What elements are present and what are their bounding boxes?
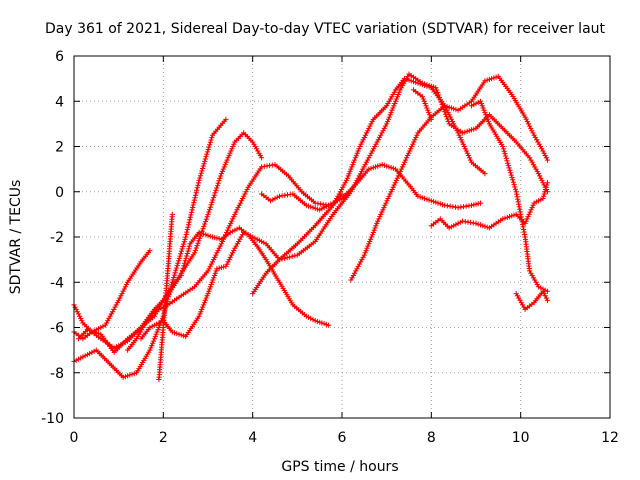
x-tick-labels: 0 2 4 6 8 10 12 [70,430,619,446]
plot-frame [73,55,611,419]
series-line [471,100,548,293]
series-markers [348,73,551,283]
series-track-8 [250,71,551,297]
y-tick-label: 2 [55,140,64,156]
series-track-6 [156,211,175,383]
series-markers [75,130,265,355]
series-markers [71,225,332,351]
series-track-13 [428,180,551,231]
series-track-9 [348,73,551,283]
x-tick-label: 0 [70,430,79,446]
series-track-1 [71,248,153,335]
y-tick-label: -6 [50,321,64,337]
x-axis-label: GPS time / hours [281,459,398,475]
series-markers [468,98,551,294]
series-markers [410,87,434,122]
x-tick-label: 12 [601,430,619,446]
series-line [73,250,151,333]
y-tick-label: 4 [55,94,64,110]
chart-title: Day 361 of 2021, Sidereal Day-to-day VTE… [45,21,606,37]
y-tick-label: -4 [50,275,64,291]
series-layer [71,71,551,383]
x-tick-label: 8 [427,430,436,446]
ticks [73,55,611,419]
series-track-10 [468,98,551,294]
y-tick-labels: -10 -8 -6 -4 -2 0 2 4 6 [41,49,64,427]
series-markers [428,180,551,231]
y-tick-label: -10 [41,411,64,427]
x-tick-label: 4 [248,430,257,446]
series-track-4 [75,130,265,355]
y-tick-label: 0 [55,185,64,201]
y-axis-label: SDTVAR / TECUs [8,180,24,295]
series-track-3 [71,225,332,351]
series-track-5 [125,162,484,353]
series-line [73,227,329,349]
series-markers [156,211,175,383]
x-tick-label: 2 [159,430,168,446]
series-track-11 [259,191,345,213]
y-tick-label: 6 [55,49,64,65]
series-markers [125,162,484,353]
y-tick-label: -8 [50,366,64,382]
grid [74,56,610,418]
series-markers [513,288,551,312]
series-track-14 [513,288,551,312]
series-line [77,132,263,354]
series-markers [250,71,551,297]
y-tick-label: -2 [50,230,64,246]
x-tick-label: 10 [512,430,530,446]
series-markers [259,191,345,213]
series-track-12 [410,87,434,122]
series-markers [71,248,153,335]
x-tick-label: 6 [338,430,347,446]
